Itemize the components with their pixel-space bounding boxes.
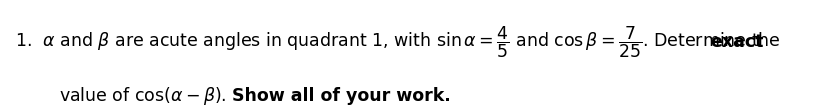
Text: 1.  $\alpha$ and $\beta$ are acute angles in quadrant 1, with $\sin\alpha = \dfr: 1. $\alpha$ and $\beta$ are acute angles…	[15, 24, 781, 60]
Text: value of $\cos(\alpha - \beta)$.: value of $\cos(\alpha - \beta)$.	[59, 85, 228, 107]
Text: exact: exact	[710, 33, 764, 51]
Text: Show all of your work.: Show all of your work.	[232, 87, 451, 105]
